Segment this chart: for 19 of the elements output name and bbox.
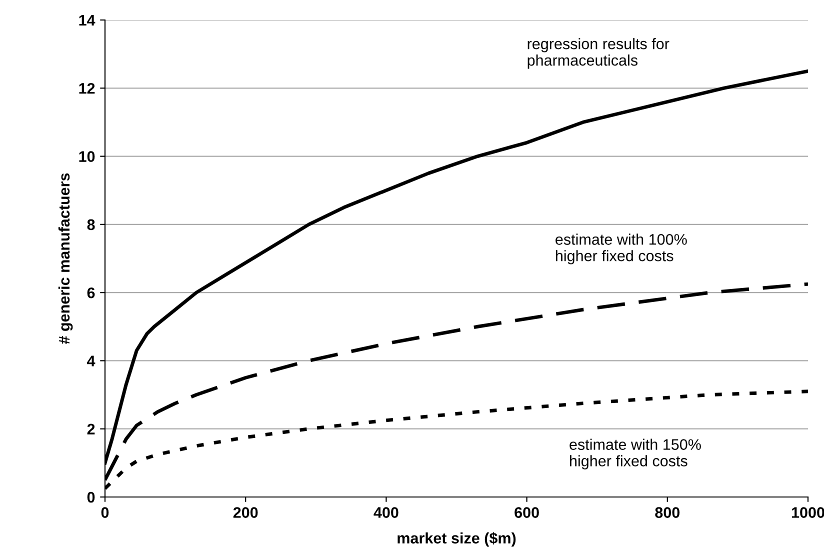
x-axis-title: market size ($m) xyxy=(398,532,516,547)
y-tick-label: 2 xyxy=(87,424,95,434)
annotation: estimate with 150% higher fixed costs xyxy=(570,438,701,470)
y-axis-title: # generic manufactuers xyxy=(58,173,73,344)
annotation: regression results for pharmaceuticals xyxy=(528,38,670,69)
y-tick-label: 4 xyxy=(87,356,96,366)
y-tick-label: 0 xyxy=(87,492,95,503)
annotation: estimate with 100% higher fixed costs xyxy=(556,234,687,264)
y-tick-label: 14 xyxy=(79,15,96,26)
x-tick-label: 200 xyxy=(233,507,258,518)
y-tick-label: 10 xyxy=(79,151,95,162)
y-tick-label: 6 xyxy=(87,287,95,298)
y-tick-label: 12 xyxy=(79,83,95,94)
x-tick-label: 400 xyxy=(374,507,398,518)
x-tick-label: 1000 xyxy=(792,507,824,518)
y-tick-label: 8 xyxy=(87,219,95,230)
x-tick-label: 800 xyxy=(655,507,680,518)
x-tick-label: 600 xyxy=(514,507,539,518)
x-tick-label: 0 xyxy=(101,507,109,518)
